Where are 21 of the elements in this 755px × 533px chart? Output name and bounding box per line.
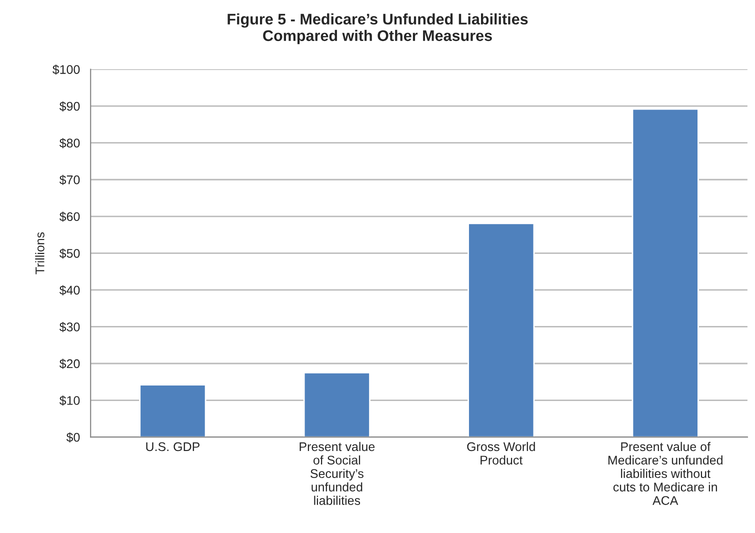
y-tick-label: $60 [59,212,80,222]
bar [468,222,535,438]
y-tick-label: $20 [59,358,80,369]
y-tick-label: $80 [59,138,80,148]
y-tick-label: $100 [52,64,80,75]
y-tick-label: $0 [66,432,80,442]
x-tick-label: U.S. GDP [146,442,200,452]
bar [139,384,206,438]
x-tick-label: Present value of Medicare’s unfunded liabilities without cuts to Medicare in ACA [608,442,722,505]
chart-title: Figure 5 - Medicare’s Unfunded Liabilities Compared with Other Measures [228,13,528,44]
bar [303,372,370,438]
y-tick-label: $30 [59,322,80,332]
y-tick-label: $90 [59,101,80,112]
y-tick-label: $10 [59,396,80,406]
y-tick-label: $40 [59,285,80,296]
x-tick-label: Present value of Social Security’s unfunded liabilities [300,442,375,505]
x-tick-label: Gross World Product [467,442,535,465]
bar [632,108,699,438]
y-tick-label: $50 [59,248,80,259]
y-axis-title: Trillions [35,232,44,274]
y-tick-label: $70 [59,174,80,186]
